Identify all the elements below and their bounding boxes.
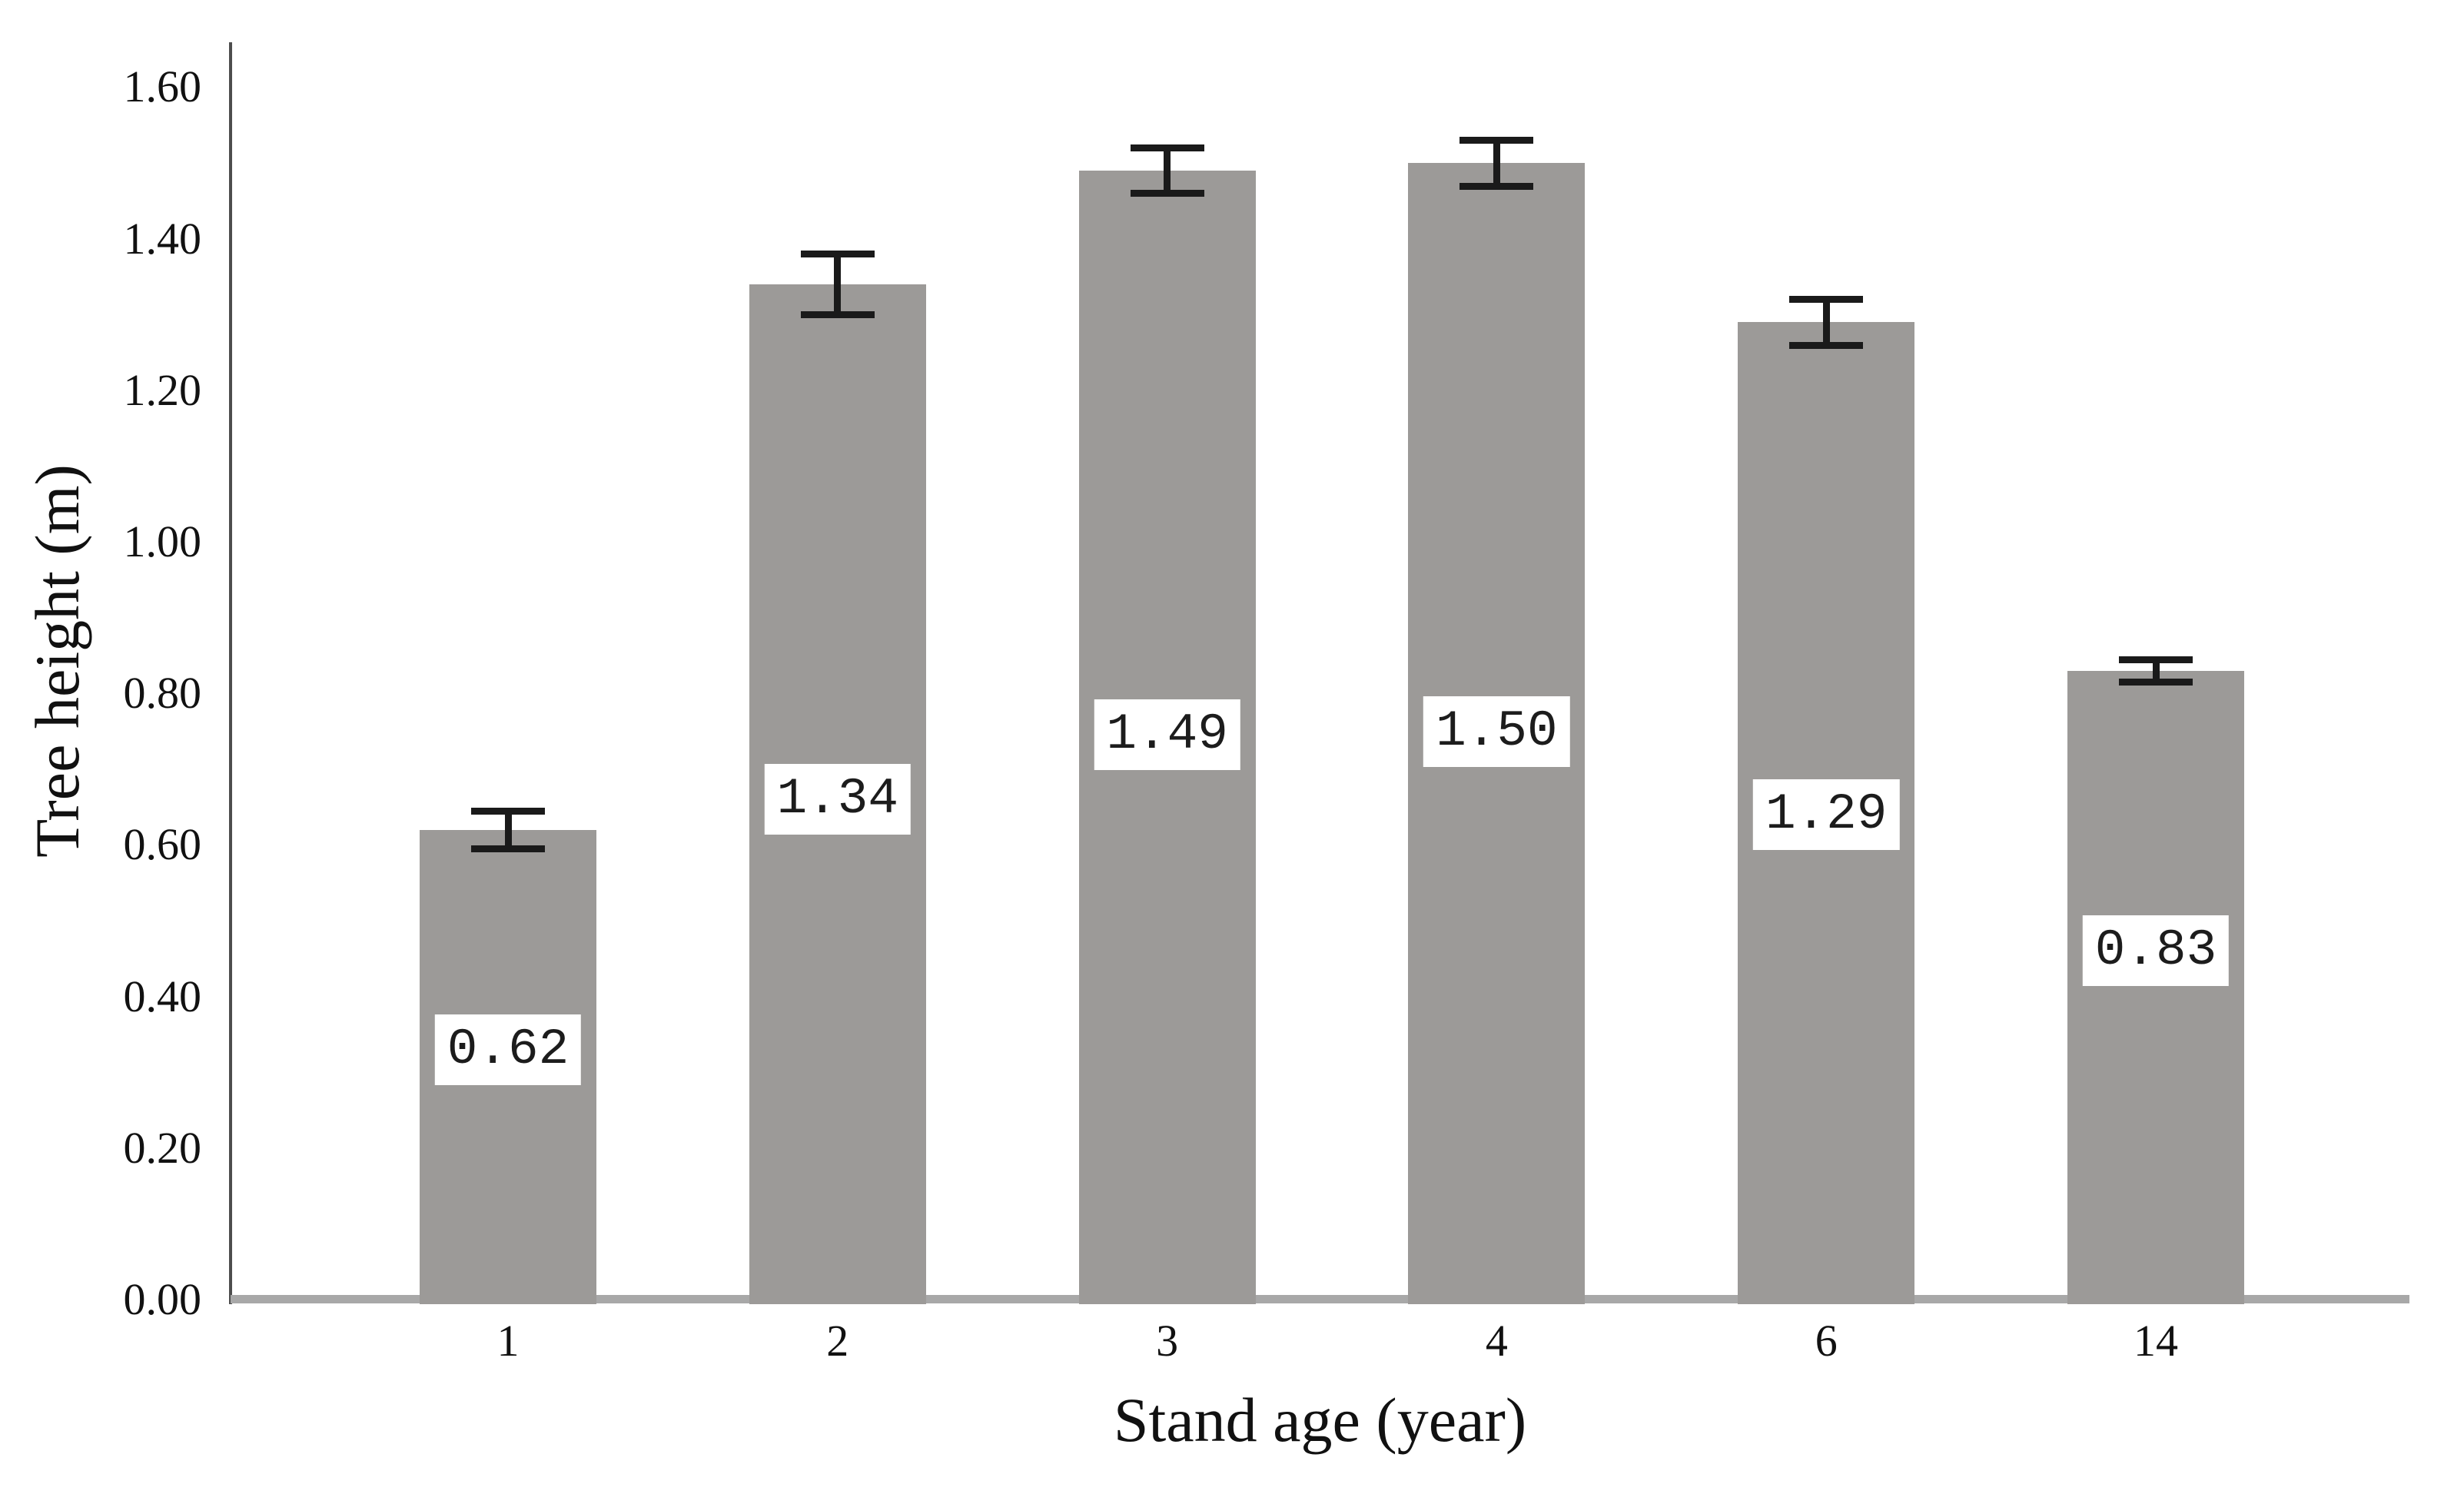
bar: [2067, 670, 2244, 1304]
y-axis-line: [229, 42, 232, 1304]
x-axis-title: Stand age (year): [1113, 1385, 1527, 1455]
error-bar-cap-top: [800, 251, 875, 258]
error-bar-stem: [1822, 299, 1830, 345]
error-bar-cap-bottom: [2119, 679, 2193, 686]
y-tick-label: 0.40: [123, 971, 202, 1021]
x-axis-baseline: [231, 1295, 2409, 1303]
bar-value-label: 1.34: [764, 764, 912, 835]
x-tick-label: 14: [2134, 1316, 2178, 1366]
y-tick-label: 0.60: [123, 819, 202, 870]
error-bar-cap-bottom: [800, 311, 875, 319]
bar-value-label: 1.49: [1094, 699, 1240, 771]
error-bar-cap-top: [2119, 656, 2193, 663]
y-tick-label: 0.80: [123, 668, 202, 719]
bar-value-label: 0.83: [2082, 915, 2230, 987]
x-tick-label: 6: [1815, 1316, 1838, 1366]
y-tick-label: 1.60: [123, 61, 202, 112]
error-bar-stem: [1493, 140, 1500, 186]
error-bar-cap-top: [1130, 144, 1204, 152]
error-bar-stem: [504, 811, 512, 849]
error-bar-cap-top: [1789, 296, 1864, 304]
x-tick-label: 3: [1156, 1316, 1179, 1366]
error-bar-stem: [1164, 148, 1171, 194]
bar-value-label: 1.29: [1752, 779, 1900, 850]
x-tick-label: 1: [496, 1316, 520, 1366]
x-tick-label: 2: [826, 1316, 849, 1366]
y-tick-label: 0.20: [123, 1122, 202, 1173]
error-bar-cap-bottom: [1789, 341, 1864, 349]
error-bar-cap-bottom: [1130, 190, 1204, 198]
bar-value-label: 0.62: [434, 1014, 582, 1085]
y-tick-label: 1.40: [123, 213, 202, 264]
error-bar-cap-top: [471, 808, 545, 815]
error-bar-cap-top: [1459, 137, 1534, 144]
y-tick-label: 0.00: [123, 1274, 202, 1324]
error-bar-stem: [834, 254, 842, 315]
y-tick-label: 1.00: [123, 516, 202, 566]
x-tick-label: 4: [1485, 1316, 1508, 1366]
bar-value-label: 1.50: [1423, 696, 1570, 767]
error-bar-cap-bottom: [471, 845, 545, 853]
y-tick-label: 1.20: [123, 364, 202, 415]
error-bar-stem: [2152, 659, 2160, 682]
error-bar-cap-bottom: [1459, 182, 1534, 190]
